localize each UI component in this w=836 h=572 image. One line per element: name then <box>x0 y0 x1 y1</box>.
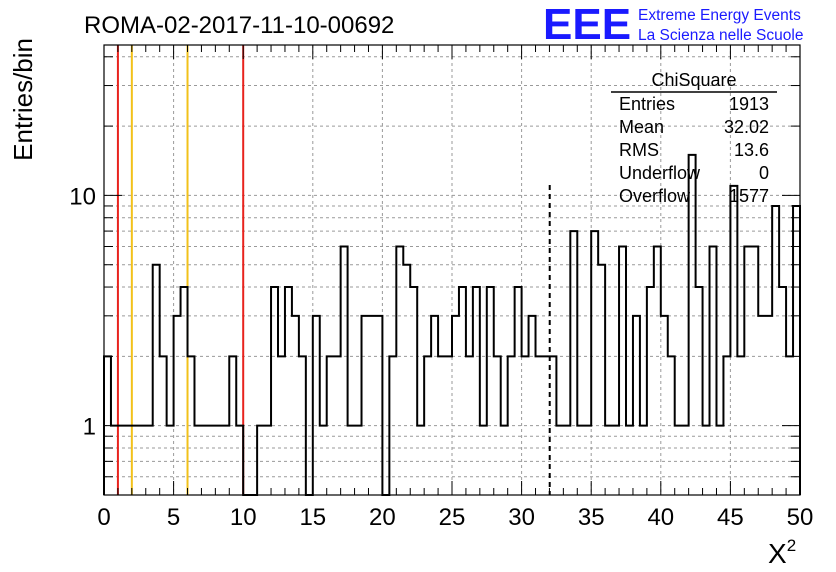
histogram <box>103 153 801 496</box>
stats-row-value: 0 <box>759 163 769 183</box>
stats-row-value: 32.02 <box>724 117 769 137</box>
stats-row-label: Entries <box>619 94 675 114</box>
x-tick-label: 30 <box>508 504 535 531</box>
histogram-step-line <box>103 153 801 496</box>
stats-row-value: 1577 <box>729 186 769 206</box>
y-tick-label: 10 <box>69 183 96 210</box>
logo-line1: Extreme Energy Events <box>638 7 801 24</box>
stats-box: ChiSquare Entries 1913 Mean 32.02 RMS 13.6 Und… <box>611 70 777 206</box>
stats-rows: Entries 1913 Mean 32.02 RMS 13.6 Underflow 0 Ove… <box>619 94 769 206</box>
stats-title: ChiSquare <box>651 70 736 90</box>
x-tick-label: 25 <box>439 504 466 531</box>
eee-logo: EEE Extreme Energy Events La Scienza nel… <box>543 0 803 49</box>
x-tick-label: 0 <box>97 504 110 531</box>
x-axis-label-base: X <box>768 538 787 569</box>
x-axis-label: X2 <box>768 536 796 569</box>
x-tick-label: 35 <box>578 504 605 531</box>
x-axis-label-sup: 2 <box>787 536 796 555</box>
stats-row-value: 13.6 <box>734 140 769 160</box>
chart-title: ROMA-02-2017-11-10-00692 <box>84 12 394 39</box>
x-tick-label: 40 <box>647 504 674 531</box>
tick-labels: 0 5 10 15 20 25 30 35 40 45 50 1 10 <box>69 183 813 531</box>
plot-frame <box>103 44 801 496</box>
stats-row-label: RMS <box>619 140 659 160</box>
x-tick-label: 5 <box>167 504 180 531</box>
x-tick-label: 10 <box>230 504 257 531</box>
x-tick-label: 15 <box>299 504 326 531</box>
x-tick-label: 45 <box>717 504 744 531</box>
x-tick-label: 20 <box>369 504 396 531</box>
logo-line2: La Scienza nelle Scuole <box>638 27 803 44</box>
reference-lines <box>116 45 245 495</box>
stats-row-label: Underflow <box>619 163 701 183</box>
y-tick-label: 1 <box>83 414 96 441</box>
stats-row-label: Mean <box>619 117 664 137</box>
x-tick-label: 50 <box>787 504 814 531</box>
stats-row-label: Overflow <box>619 186 691 206</box>
logo-mark: EEE <box>543 0 631 49</box>
stats-row-value: 1913 <box>729 94 769 114</box>
y-axis-label: Entries/bin <box>8 38 38 161</box>
